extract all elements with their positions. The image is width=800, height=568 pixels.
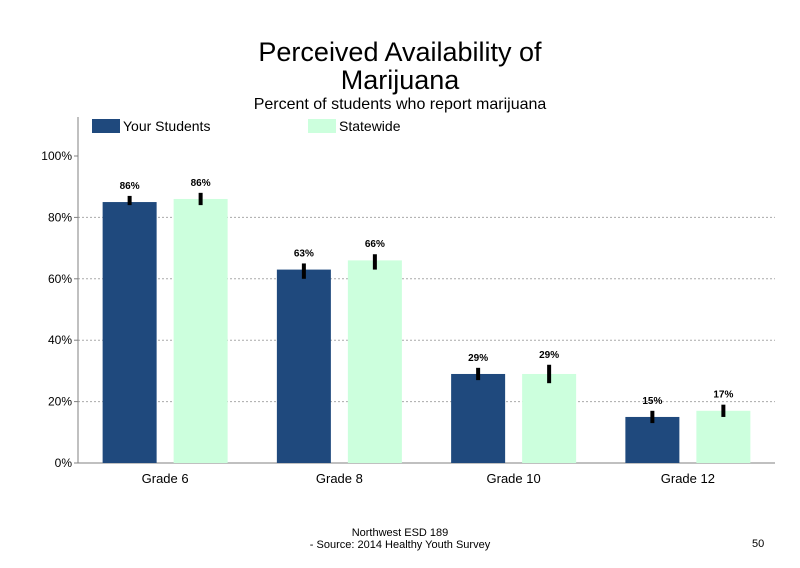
- x-tick-label: Grade 8: [316, 471, 363, 486]
- data-label: 29%: [468, 353, 488, 364]
- bar-your-students: [451, 373, 506, 463]
- y-tick-label: 20%: [48, 395, 72, 409]
- y-tick-label: 80%: [48, 210, 72, 224]
- legend-swatch: [308, 119, 336, 133]
- legend-label: Your Students: [123, 118, 210, 134]
- data-label: 86%: [120, 181, 140, 192]
- bar-statewide: [173, 198, 228, 464]
- data-label: 17%: [713, 390, 733, 401]
- bar-your-students: [102, 202, 157, 464]
- bar-statewide: [522, 373, 577, 463]
- footer: Northwest ESD 189 - Source: 2014 Healthy…: [0, 527, 800, 551]
- chart-title: Perceived Availability of Marijuana: [0, 38, 800, 94]
- y-tick-label: 60%: [48, 272, 72, 286]
- y-tick-label: 40%: [48, 333, 72, 347]
- page-number: 50: [752, 538, 765, 550]
- y-tick-label: 0%: [55, 456, 73, 470]
- bar-statewide: [696, 410, 751, 463]
- data-label: 29%: [539, 350, 559, 361]
- bar-your-students: [276, 269, 331, 463]
- x-tick-label: Grade 6: [142, 471, 189, 486]
- data-label: 66%: [365, 239, 385, 250]
- x-tick-label: Grade 10: [487, 471, 541, 486]
- data-label: 63%: [294, 248, 314, 259]
- legend-swatch: [92, 119, 120, 133]
- title-line-2: Marijuana: [340, 65, 460, 95]
- footer-source: - Source: 2014 Healthy Youth Survey: [309, 539, 491, 551]
- chart-subtitle: Percent of students who report marijuana: [253, 96, 547, 113]
- bar-statewide: [347, 260, 402, 463]
- data-label: 86%: [191, 178, 211, 189]
- y-tick-label: 100%: [41, 149, 72, 163]
- title-line-1: Perceived Availability of: [258, 37, 542, 67]
- footer-org: Northwest ESD 189: [351, 527, 449, 539]
- x-tick-label: Grade 12: [661, 471, 715, 486]
- data-label: 15%: [642, 396, 662, 407]
- bar-your-students: [625, 416, 680, 463]
- legend-label: Statewide: [339, 118, 401, 134]
